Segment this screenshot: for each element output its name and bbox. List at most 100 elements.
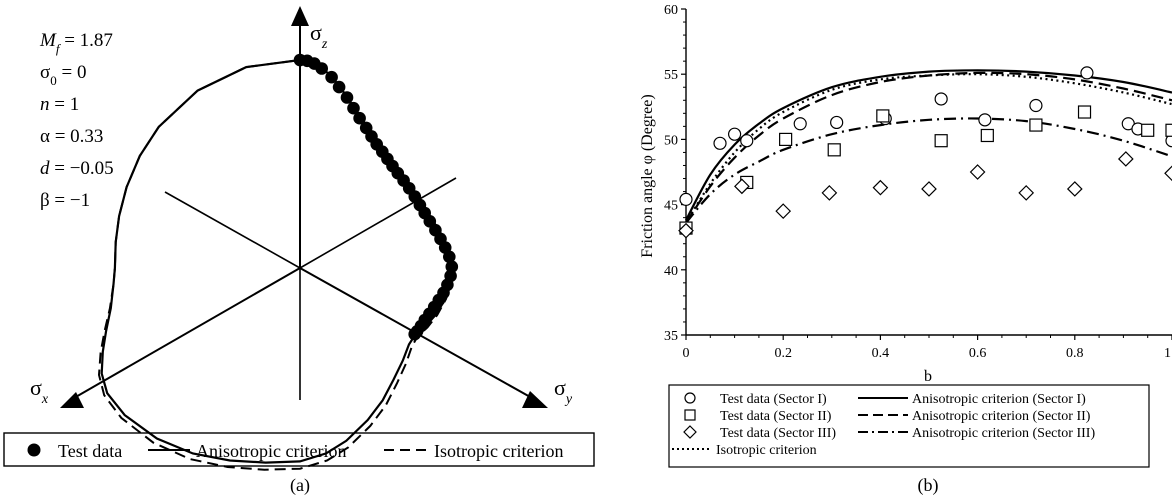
isotropic-criterion-curve — [97, 58, 454, 471]
legend-b-frame — [668, 384, 1150, 468]
line-anisotropic-criterion-sector-ii — [685, 71, 1172, 224]
sector-iii-test-point — [1066, 181, 1083, 197]
legend-b-sector1-marker — [684, 392, 696, 404]
sector-iii-test-point — [872, 179, 889, 196]
parameter-2: n = 1 — [40, 94, 79, 115]
y-tick-label: 35 — [664, 329, 678, 344]
test-data-point — [443, 250, 456, 264]
sector-iii-test-point — [678, 222, 694, 239]
sector-i-test-point — [978, 113, 992, 127]
legend-b-sector1-test-label: Test data (Sector I) — [720, 392, 827, 407]
sector-i-test-point — [830, 115, 844, 130]
sector-ii-test-point — [980, 128, 994, 143]
sector-ii-test-point — [1077, 105, 1092, 119]
parameter-5: β = −1 — [40, 190, 90, 211]
parameter-list: Mf = 1.87 σ0 = 0 n = 1 α = 0.33 d = −0.05 β =… — [39, 30, 114, 211]
sigma-x-arrowhead — [60, 392, 84, 408]
test-data-point — [347, 101, 360, 115]
x-tick-label: 0.8 — [1066, 346, 1084, 361]
legend-b-isotropic-label: Isotropic criterion — [716, 443, 817, 458]
test-data-point — [315, 62, 329, 75]
x-tick-label: 1 — [1164, 346, 1171, 361]
panel-b-legend: Test data (Sector I) Anisotropic criteri… — [668, 384, 1150, 468]
sector-ii-test-point — [1029, 118, 1043, 132]
x-tick-label: 0.2 — [774, 346, 792, 361]
parameter-3: α = 0.33 — [40, 126, 103, 147]
sigma-x-axis — [73, 267, 301, 399]
line-anisotropic-criterion-sector-iii — [685, 117, 1172, 224]
parameter-4: d = −0.05 — [40, 158, 114, 179]
sector-iii-test-point — [921, 181, 937, 197]
panel-b-xlabel: b — [924, 368, 932, 385]
panel-a-test-data — [293, 53, 459, 341]
y-tick-label: 50 — [664, 133, 678, 148]
sector-iii-test-point — [734, 178, 750, 195]
sector-ii-test-point — [779, 132, 793, 146]
sector-i-test-point — [713, 136, 727, 150]
test-data-point — [445, 260, 459, 274]
test-data-point — [332, 80, 346, 94]
line-anisotropic-criterion-sector-i — [685, 69, 1172, 221]
sector-i-test-point — [793, 117, 807, 131]
legend-a-anisotropic-label: Anisotropic criterion — [196, 441, 346, 461]
sigma-z-label: σz — [310, 20, 328, 52]
x-tick-label: 0 — [683, 346, 690, 361]
sigma-y-arrowhead — [522, 391, 548, 408]
sigma-x-label: σx — [30, 375, 49, 407]
panel-b-criteria-lines — [685, 69, 1172, 224]
legend-b-sector3-marker — [683, 425, 697, 439]
sector-iii-test-point — [821, 185, 838, 201]
legend-b-sector2-test-label: Test data (Sector II) — [720, 409, 832, 424]
x-tick-label: 0.6 — [969, 346, 987, 361]
sigma-y-label: σy — [554, 375, 573, 407]
test-data-point — [408, 327, 422, 341]
legend-b-sector3-test-label: Test data (Sector III) — [720, 426, 836, 441]
sector-i-test-point — [1165, 134, 1172, 148]
reference-line-upper-right — [299, 177, 457, 269]
sector-iii-test-point — [775, 203, 792, 219]
test-data-point — [340, 91, 354, 104]
line-isotropic-criterion — [685, 73, 1172, 224]
parameter-0: Mf = 1.87 — [39, 30, 113, 56]
y-tick-label: 40 — [664, 264, 678, 279]
sector-i-test-point — [1080, 66, 1094, 80]
legend-b-sector2-marker — [684, 409, 696, 421]
y-tick-label: 60 — [664, 3, 678, 18]
x-tick-label: 0.4 — [872, 346, 890, 361]
panel-b-ylabel: Friction angle φ (Degree) — [639, 94, 656, 257]
y-tick-label: 45 — [664, 199, 678, 214]
sector-ii-test-point — [827, 143, 841, 157]
parameter-1: σ0 = 0 — [40, 62, 86, 88]
test-data-point — [325, 70, 338, 84]
legend-b-sector3-line-label: Anisotropic criterion (Sector III) — [912, 426, 1095, 441]
anisotropic-criterion-curve — [100, 58, 455, 464]
sector-ii-test-point — [1141, 123, 1155, 137]
test-data-point — [353, 111, 366, 125]
panel-a-legend: Test data Anisotropic criterion Isotropi… — [3, 432, 595, 467]
sector-ii-test-point — [876, 109, 890, 123]
sector-iii-test-point — [1164, 165, 1172, 182]
reference-line-upper-left — [164, 191, 301, 269]
panel-a-caption: (a) — [290, 475, 310, 496]
legend-a-frame — [3, 432, 595, 467]
panel-b-friction-angle-chart: 35 40 45 50 55 60 0 0.2 0.4 0.6 0.8 1 b Friction an… — [639, 3, 1172, 496]
sector-ii-test-point — [1165, 123, 1172, 137]
legend-b-sector2-line-label: Anisotropic criterion (Sector II) — [912, 409, 1091, 424]
sector-iii-test-point — [1117, 151, 1134, 167]
sector-i-test-point — [934, 92, 948, 106]
panel-b-test-data — [678, 66, 1172, 239]
sigma-z-arrowhead — [291, 6, 309, 26]
sector-i-test-point — [740, 134, 754, 148]
sector-iii-test-point — [1018, 185, 1035, 201]
legend-a-test-data-marker — [27, 443, 41, 457]
sector-ii-test-point — [934, 134, 948, 148]
panel-b-caption: (b) — [918, 475, 939, 496]
sector-i-test-point — [679, 192, 693, 206]
panel-b-axes: 35 40 45 50 55 60 0 0.2 0.4 0.6 0.8 1 — [664, 3, 1172, 361]
sector-iii-test-point — [969, 164, 986, 180]
legend-b-sector1-line-label: Anisotropic criterion (Sector I) — [912, 392, 1086, 407]
panel-a-axes — [60, 6, 548, 408]
sector-i-test-point — [1029, 98, 1043, 113]
y-tick-label: 55 — [664, 68, 678, 83]
